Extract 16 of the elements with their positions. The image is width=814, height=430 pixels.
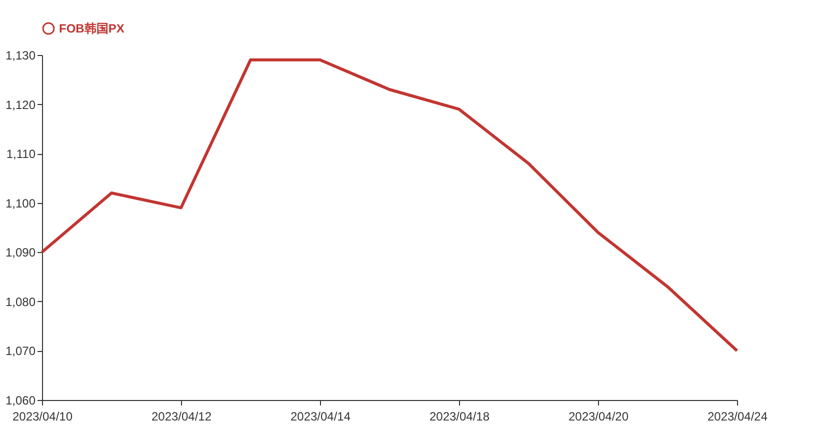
line-series bbox=[40, 58, 738, 352]
x-tick-label: 2023/04/20 bbox=[568, 410, 629, 424]
y-tick-label: 1,060 bbox=[5, 394, 36, 408]
x-tick-label: 2023/04/14 bbox=[290, 410, 351, 424]
x-tick-label: 2023/04/12 bbox=[151, 410, 212, 424]
y-tick-label: 1,090 bbox=[5, 246, 36, 260]
legend-label: FOB韩国PX bbox=[59, 22, 124, 36]
x-tick-label: 2023/04/10 bbox=[12, 410, 73, 424]
y-tick-label: 1,100 bbox=[5, 196, 36, 210]
x-tick-label: 2023/04/24 bbox=[707, 410, 768, 424]
x-tick-label: 2023/04/18 bbox=[429, 410, 490, 424]
y-tick-label: 1,120 bbox=[5, 98, 36, 112]
y-tick-label: 1,130 bbox=[5, 48, 36, 62]
y-tick-label: 1,080 bbox=[5, 294, 36, 309]
y-tick-label: 1,070 bbox=[5, 344, 36, 358]
y-tick-label: 1,110 bbox=[6, 147, 36, 162]
